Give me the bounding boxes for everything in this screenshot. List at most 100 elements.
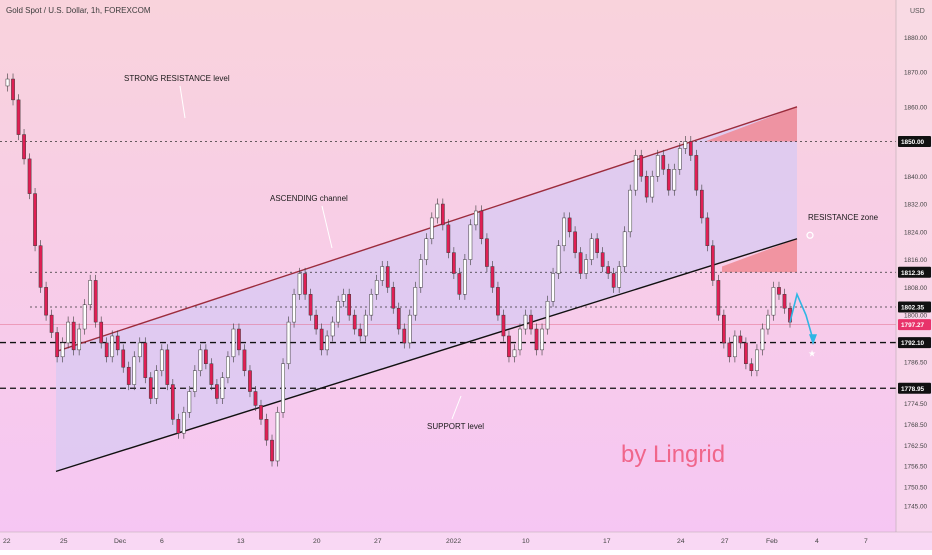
candle xyxy=(716,280,721,316)
candle xyxy=(314,314,318,330)
candle xyxy=(369,294,374,316)
candle xyxy=(512,349,517,358)
candle xyxy=(66,321,70,344)
candle xyxy=(391,287,396,309)
candle xyxy=(181,412,186,434)
x-tick-label: 17 xyxy=(603,538,611,545)
candle xyxy=(650,176,655,198)
chart-title: Gold Spot / U.S. Dollar, 1h, FOREXCOM xyxy=(6,6,151,15)
candle xyxy=(628,189,633,233)
candle xyxy=(319,328,324,351)
candle xyxy=(749,363,754,371)
candle xyxy=(88,280,93,305)
candle xyxy=(237,328,241,351)
price-badge-label: 1778.95 xyxy=(901,386,925,393)
candle xyxy=(226,356,230,378)
y-tick-label: 1880.00 xyxy=(904,35,928,42)
candle xyxy=(396,307,401,330)
candle xyxy=(600,252,605,267)
price-badge-label: 1850.00 xyxy=(901,139,925,146)
candle xyxy=(402,328,407,344)
annotation-arrow-icon xyxy=(179,85,186,119)
x-tick-label: 20 xyxy=(313,538,321,545)
candle xyxy=(270,439,274,462)
candle xyxy=(782,294,787,309)
x-tick-label: 7 xyxy=(864,538,868,545)
candle xyxy=(738,335,743,344)
candle xyxy=(248,370,252,392)
candle xyxy=(209,363,214,385)
x-tick-label: 4 xyxy=(815,538,819,545)
forecast-arrowhead xyxy=(809,334,817,345)
annotation-support-level: SUPPORT level xyxy=(427,422,484,431)
candle xyxy=(297,273,302,295)
candle xyxy=(578,252,583,274)
price-badge xyxy=(898,319,931,331)
candle xyxy=(424,238,429,260)
candle xyxy=(771,287,776,316)
candle xyxy=(633,155,638,191)
candle xyxy=(115,335,120,351)
candle xyxy=(639,155,644,177)
candle xyxy=(606,266,611,274)
y-tick-label: 1762.50 xyxy=(904,443,928,450)
candle xyxy=(655,155,660,177)
candle xyxy=(132,356,137,385)
candle xyxy=(545,301,550,330)
candle xyxy=(385,266,390,288)
candle xyxy=(275,412,280,462)
price-badge xyxy=(898,266,931,278)
candle xyxy=(11,78,15,101)
candle xyxy=(165,349,170,385)
candle xyxy=(55,332,59,358)
annotation-arrow-icon xyxy=(321,205,333,249)
candle xyxy=(518,328,522,351)
candle xyxy=(148,377,153,399)
candle xyxy=(220,377,225,399)
candle xyxy=(159,349,164,371)
candle xyxy=(766,314,770,330)
annotation-ascending-channel: ASCENDING channel xyxy=(270,194,348,203)
y-tick-label: 1800.00 xyxy=(904,313,928,320)
candle xyxy=(374,280,379,295)
price-badge xyxy=(898,301,931,313)
candle xyxy=(33,193,37,246)
candle xyxy=(584,259,588,274)
candle xyxy=(193,370,197,392)
x-tick-label: 27 xyxy=(374,538,382,545)
candle xyxy=(446,224,451,253)
x-tick-label: 10 xyxy=(522,538,530,545)
candle xyxy=(336,301,340,323)
currency-label: USD xyxy=(910,8,925,15)
y-tick-label: 1860.00 xyxy=(904,104,928,111)
price-badge-label: 1797.27 xyxy=(901,322,925,329)
candle xyxy=(711,245,715,281)
forecast-path xyxy=(789,291,814,340)
candle xyxy=(121,349,126,368)
candle xyxy=(694,155,699,191)
y-tick-label: 1870.00 xyxy=(904,70,928,77)
x-tick-label: 27 xyxy=(721,538,729,545)
candle xyxy=(60,342,65,358)
candle xyxy=(27,158,32,194)
y-tick-label: 1768.50 xyxy=(904,422,928,429)
y-tick-label: 1750.50 xyxy=(904,485,928,492)
channel-upper-line xyxy=(55,106,798,353)
x-tick-label: 25 xyxy=(60,538,68,545)
candle xyxy=(16,99,21,135)
candle xyxy=(137,342,142,358)
resistance-zone-upper xyxy=(705,106,797,142)
candle xyxy=(677,148,682,170)
candle xyxy=(330,321,335,337)
candle xyxy=(347,294,352,316)
candle xyxy=(672,169,677,191)
annotation-resistance-zone: RESISTANCE zone xyxy=(808,213,879,222)
candle xyxy=(733,335,737,358)
x-tick-label: 22 xyxy=(3,538,11,545)
candle xyxy=(534,328,539,351)
candle xyxy=(573,231,577,253)
candle xyxy=(485,238,489,267)
time-axis xyxy=(0,532,932,550)
candle xyxy=(496,287,500,316)
candle xyxy=(474,210,478,226)
